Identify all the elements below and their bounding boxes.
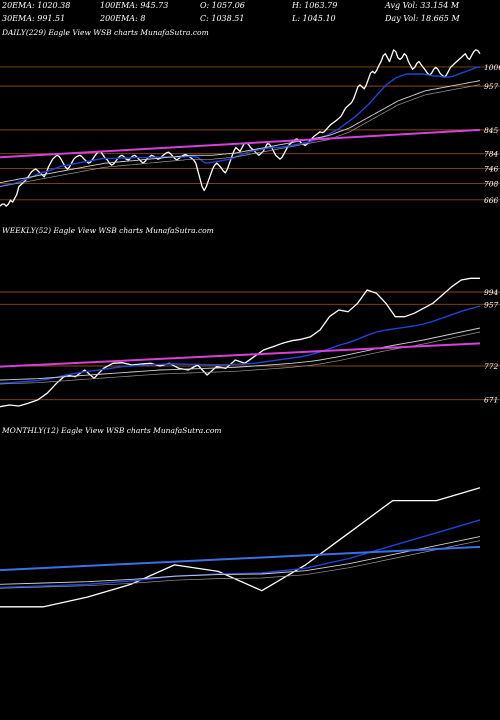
monthly-price-line xyxy=(0,487,481,608)
daily-price-line xyxy=(0,49,481,207)
daily-level-label-708: 708 xyxy=(484,179,499,188)
header-100ema: 100EMA: 945.73 xyxy=(100,1,169,10)
weekly-trendline xyxy=(0,342,481,368)
daily-level-label-746: 746 xyxy=(484,165,499,174)
header-close: C: 1038.51 xyxy=(200,14,245,23)
daily-panel-title: DAILY(229) Eagle View WSB charts MunafaS… xyxy=(2,28,209,37)
daily-level-label-1006: 1006 xyxy=(484,63,500,72)
daily-ema_fast-line xyxy=(0,66,481,188)
weekly-ema_slow-line xyxy=(0,327,481,381)
daily-trendline xyxy=(0,128,481,159)
monthly-trendline xyxy=(0,545,481,572)
weekly-level-label-994: 994 xyxy=(484,288,499,297)
daily-level-label-784: 784 xyxy=(484,150,499,159)
header-high: H: 1063.79 xyxy=(292,1,338,10)
weekly-level-label-772: 772 xyxy=(484,362,499,371)
daily-level-label-666: 666 xyxy=(484,196,499,205)
monthly-ema_slow-line xyxy=(0,536,481,585)
monthly-ema_fast-line xyxy=(0,519,481,589)
daily-ema-slow-companion-line xyxy=(0,84,481,187)
daily-ema_slow-line xyxy=(0,80,481,184)
monthly-ema-slow-companion-line xyxy=(0,540,481,589)
weekly-level-label-957: 957 xyxy=(484,300,499,309)
header-low: L: 1045.10 xyxy=(292,14,336,23)
weekly-ema_fast-line xyxy=(0,305,481,384)
daily-level-label-957: 957 xyxy=(484,82,499,91)
header-avg-vol: Avg Vol: 33.154 M xyxy=(385,1,460,10)
monthly-panel-title: MONTHLY(12) Eagle View WSB charts Munafa… xyxy=(2,426,222,435)
header-day-vol: Day Vol: 18.665 M xyxy=(385,14,460,23)
header-20ema: 20EMA: 1020.38 xyxy=(2,1,71,10)
daily-level-label-845: 845 xyxy=(484,126,499,135)
weekly-price-line xyxy=(0,277,480,408)
weekly-level-label-671: 671 xyxy=(484,396,498,405)
header-open: O: 1057.06 xyxy=(200,1,245,10)
header-30ema: 30EMA: 991.51 xyxy=(2,14,66,23)
header-200ema: 200EMA: 8 xyxy=(100,14,146,23)
weekly-panel-title: WEEKLY(52) Eagle View WSB charts MunafaS… xyxy=(2,226,214,235)
